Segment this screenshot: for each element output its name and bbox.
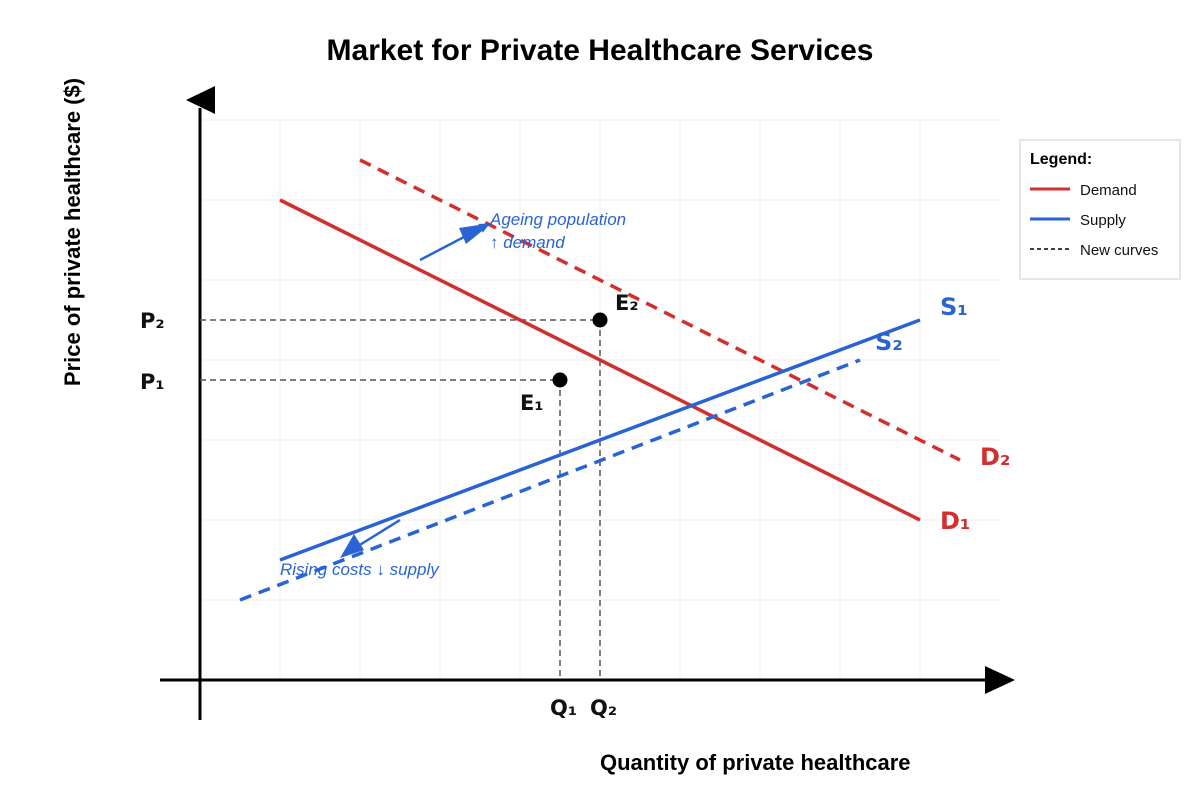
supply-annotation: Rising costs ↓ supply: [280, 560, 440, 579]
legend-label-supply: Supply: [1080, 212, 1126, 229]
quantity-label-q2: Q₂: [590, 696, 617, 720]
chart-title: Market for Private Healthcare Services: [327, 34, 874, 67]
demand-shift-arrowhead-icon: [459, 223, 492, 244]
equilibrium-point-e2: [592, 312, 608, 328]
equilibrium-label-e1: E₁: [520, 391, 544, 415]
legend-label-demand: Demand: [1080, 182, 1137, 199]
curve-label-s2: S₂: [875, 328, 903, 356]
legend-label-new-curves: New curves: [1080, 242, 1158, 259]
demand-curve-d1: [279, 198, 921, 522]
demand-annotation-line2: ↑ demand: [490, 233, 565, 252]
equilibrium-label-e2: E₂: [615, 291, 639, 315]
demand-annotation-line1: Ageing population: [489, 210, 626, 229]
x-axis: [160, 666, 1015, 694]
price-label-p1: P₁: [140, 370, 165, 394]
curve-label-s1: S₁: [940, 293, 968, 321]
equilibrium-point-e1: [552, 372, 568, 388]
curve-label-d1: D₁: [940, 507, 970, 535]
demand-curve-d2: [359, 158, 961, 462]
supply-curve-s1: [279, 318, 921, 562]
supply-shift-arrowhead-icon: [340, 534, 364, 558]
curve-label-d2: D₂: [980, 443, 1010, 471]
x-axis-arrow-icon: [985, 666, 1015, 694]
x-axis-label: Quantity of private healthcare: [600, 750, 911, 775]
quantity-label-q1: Q₁: [550, 696, 577, 720]
y-axis: [186, 86, 215, 720]
legend-title: Legend:: [1030, 151, 1092, 168]
y-axis-arrow-icon: [186, 86, 215, 114]
legend-box: [1019, 139, 1181, 280]
supply-curve-s2: [239, 358, 861, 602]
legend: Legend: Demand Supply New curves: [1019, 139, 1181, 280]
price-label-p2: P₂: [140, 309, 165, 333]
guide-lines: [200, 319, 601, 680]
y-axis-label: Price of private healthcare ($): [60, 78, 85, 386]
